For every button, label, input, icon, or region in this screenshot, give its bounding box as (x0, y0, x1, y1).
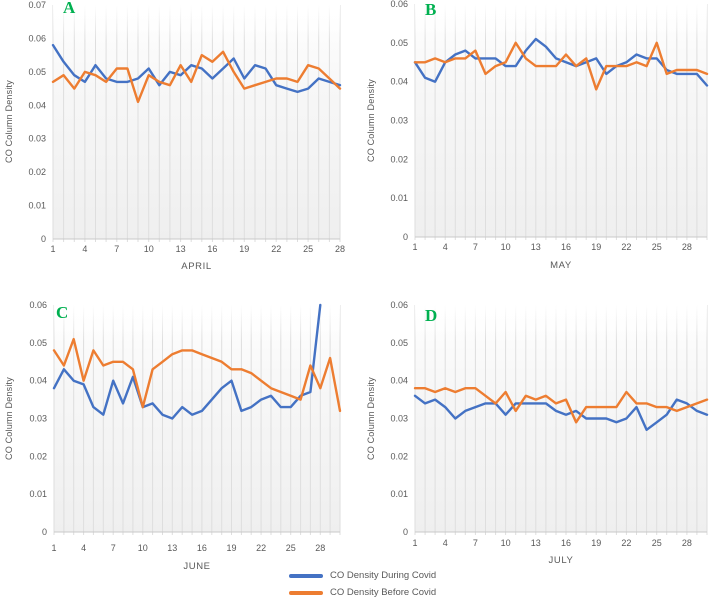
svg-text:0.03: 0.03 (28, 134, 46, 144)
panel-label-d: D (425, 306, 438, 325)
svg-text:0: 0 (41, 234, 46, 244)
svg-text:28: 28 (315, 543, 325, 553)
panel-label-b: B (425, 0, 437, 19)
plot-area-june: 0 0.01 0.02 0.03 0.04 0.05 0.06 1 4 7 10 13 16 19 22 25… (29, 300, 342, 553)
svg-text:7: 7 (473, 242, 478, 252)
svg-text:19: 19 (226, 543, 236, 553)
svg-text:16: 16 (197, 543, 207, 553)
panel-label-a: A (63, 0, 76, 17)
svg-text:4: 4 (443, 242, 448, 252)
svg-text:0.02: 0.02 (390, 154, 408, 164)
svg-text:4: 4 (82, 244, 87, 254)
chart-panel-april: 0 0.01 0.02 0.03 0.04 0.05 0.06 0.07 1 4 7 10 13 16 19… (0, 0, 362, 295)
svg-text:0.04: 0.04 (28, 100, 46, 110)
svg-text:0.05: 0.05 (390, 38, 408, 48)
svg-text:19: 19 (591, 538, 601, 548)
chart-panel-may: 0 0.01 0.02 0.03 0.04 0.05 0.06 1 4 7 10 13 16 19 22 25… (362, 0, 724, 295)
svg-text:22: 22 (621, 538, 631, 548)
svg-text:0.04: 0.04 (390, 77, 408, 87)
plot-area-may: 0 0.01 0.02 0.03 0.04 0.05 0.06 1 4 7 10 13 16 19 22 25… (390, 0, 709, 252)
svg-text:0.02: 0.02 (390, 451, 408, 461)
svg-text:16: 16 (207, 244, 217, 254)
chart-panel-june: 0 0.01 0.02 0.03 0.04 0.05 0.06 1 4 7 10 13 16 19 22 25… (0, 295, 362, 590)
svg-text:0: 0 (42, 527, 47, 537)
svg-text:0.03: 0.03 (390, 414, 408, 424)
svg-text:10: 10 (501, 538, 511, 548)
legend-swatch-before-covid-icon (289, 590, 323, 595)
svg-text:0.01: 0.01 (28, 201, 46, 211)
svg-text:16: 16 (561, 538, 571, 548)
svg-text:10: 10 (501, 242, 511, 252)
svg-text:7: 7 (114, 244, 119, 254)
svg-text:28: 28 (682, 538, 692, 548)
svg-text:13: 13 (176, 244, 186, 254)
svg-text:1: 1 (51, 543, 56, 553)
svg-text:13: 13 (531, 242, 541, 252)
svg-text:16: 16 (561, 242, 571, 252)
svg-text:0.05: 0.05 (29, 338, 47, 348)
legend-item-during-covid: CO Density During Covid (289, 569, 436, 582)
plot-area-april: 0 0.01 0.02 0.03 0.04 0.05 0.06 0.07 1 4 7 10 13 16 19… (28, 0, 345, 254)
x-axis-title-april: APRIL (181, 261, 212, 272)
svg-text:25: 25 (652, 242, 662, 252)
svg-text:19: 19 (591, 242, 601, 252)
chart-panel-july: 0 0.01 0.02 0.03 0.04 0.05 0.06 1 4 7 10 13 16 19 22 25… (362, 295, 724, 590)
legend-label-during-covid: CO Density During Covid (330, 570, 437, 581)
svg-text:4: 4 (81, 543, 86, 553)
y-axis-title-april: CO Column Density (4, 80, 14, 164)
svg-text:0.06: 0.06 (28, 33, 46, 43)
x-axis-title-july: JULY (548, 555, 574, 566)
svg-text:7: 7 (111, 543, 116, 553)
svg-text:1: 1 (50, 244, 55, 254)
y-axis-title-may: CO Column Density (366, 79, 376, 162)
svg-text:0.02: 0.02 (28, 167, 46, 177)
y-axis-title-june: CO Column Density (4, 377, 14, 460)
svg-text:22: 22 (621, 242, 631, 252)
svg-text:0.01: 0.01 (29, 489, 47, 499)
svg-text:0: 0 (403, 232, 408, 242)
svg-text:0.04: 0.04 (29, 376, 47, 386)
svg-text:0.01: 0.01 (390, 489, 408, 499)
svg-text:7: 7 (473, 538, 478, 548)
legend-swatch-during-covid-icon (289, 573, 323, 578)
svg-text:28: 28 (335, 244, 345, 254)
svg-text:0: 0 (403, 527, 408, 537)
svg-text:22: 22 (256, 543, 266, 553)
svg-text:25: 25 (286, 543, 296, 553)
svg-text:28: 28 (682, 242, 692, 252)
svg-text:0.05: 0.05 (28, 67, 46, 77)
svg-text:10: 10 (144, 244, 154, 254)
svg-text:0.02: 0.02 (29, 451, 47, 461)
svg-text:22: 22 (271, 244, 281, 254)
svg-text:13: 13 (531, 538, 541, 548)
svg-text:0.01: 0.01 (390, 193, 408, 203)
svg-text:0.04: 0.04 (390, 376, 408, 386)
plot-area-july: 0 0.01 0.02 0.03 0.04 0.05 0.06 1 4 7 10 13 16 19 22 25… (390, 300, 709, 548)
legend: CO Density During Covid CO Density Befor… (289, 569, 436, 599)
svg-text:19: 19 (239, 244, 249, 254)
svg-text:0.06: 0.06 (390, 300, 408, 310)
svg-text:1: 1 (412, 538, 417, 548)
y-axis-title-july: CO Column Density (366, 377, 376, 460)
svg-text:10: 10 (138, 543, 148, 553)
panel-label-c: C (56, 303, 69, 322)
legend-label-before-covid: CO Density Before Covid (330, 587, 437, 598)
svg-text:0.06: 0.06 (390, 0, 408, 9)
svg-text:4: 4 (443, 538, 448, 548)
svg-text:1: 1 (412, 242, 417, 252)
svg-text:0.03: 0.03 (29, 414, 47, 424)
svg-text:25: 25 (652, 538, 662, 548)
svg-text:0.07: 0.07 (28, 0, 46, 10)
x-axis-title-june: JUNE (183, 561, 211, 572)
svg-text:0.06: 0.06 (29, 300, 47, 310)
svg-text:0.05: 0.05 (390, 338, 408, 348)
svg-text:25: 25 (303, 244, 313, 254)
svg-text:13: 13 (167, 543, 177, 553)
x-axis-title-may: MAY (550, 260, 572, 271)
legend-item-before-covid: CO Density Before Covid (289, 586, 436, 599)
svg-text:0.03: 0.03 (390, 116, 408, 126)
